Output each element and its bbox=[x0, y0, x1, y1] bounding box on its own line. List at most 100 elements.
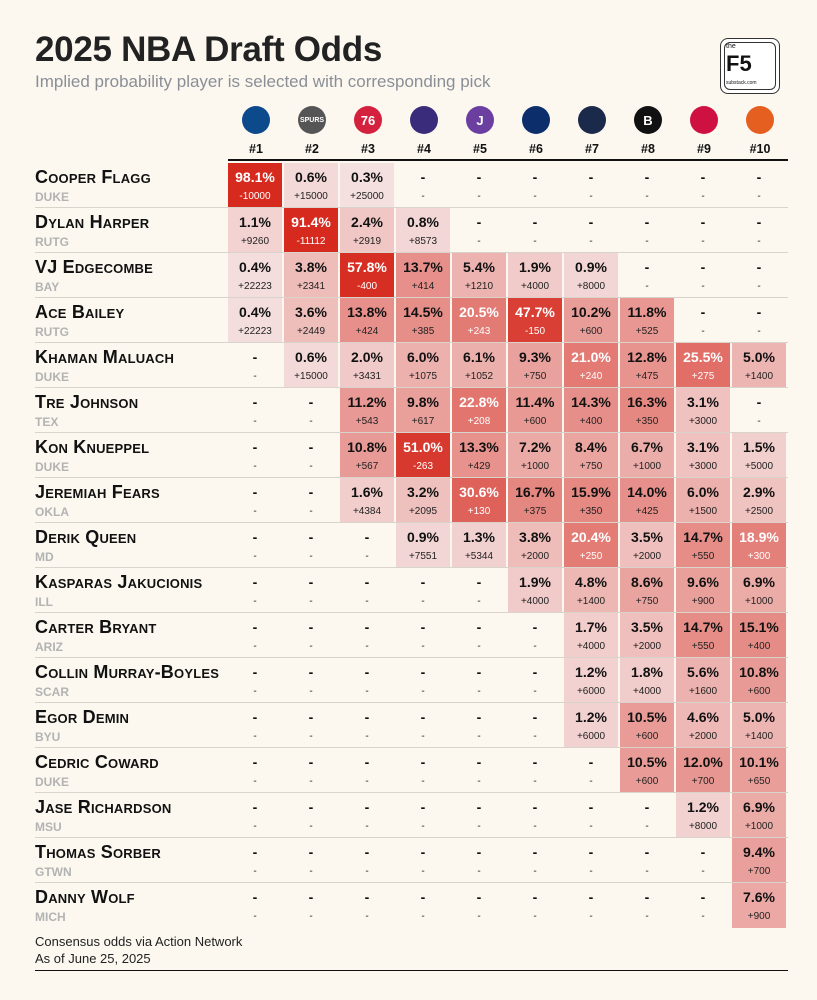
cell-odds: - bbox=[701, 191, 705, 202]
player-name: Cooper Flagg bbox=[35, 167, 151, 187]
cell-odds: - bbox=[365, 686, 369, 697]
cell-odds: - bbox=[253, 416, 257, 427]
odds-cell: 6.7% +1000 bbox=[620, 433, 674, 478]
odds-cell: -- bbox=[452, 208, 506, 253]
odds-cell: -- bbox=[508, 883, 562, 928]
cell-odds: +700 bbox=[691, 776, 715, 787]
odds-cell: -- bbox=[228, 433, 282, 478]
row-separator bbox=[35, 387, 788, 388]
odds-cell: 51.0% -263 bbox=[396, 433, 450, 478]
cell-probability: - bbox=[364, 889, 370, 905]
cell-odds: - bbox=[309, 821, 313, 832]
cell-probability: 3.1% bbox=[687, 394, 719, 410]
player-name: Kasparas Jakucionis bbox=[35, 572, 203, 592]
cell-probability: 3.2% bbox=[407, 484, 439, 500]
odds-cell: -- bbox=[228, 703, 282, 748]
cell-odds: +350 bbox=[579, 506, 603, 517]
cell-odds: - bbox=[421, 596, 425, 607]
cell-probability: - bbox=[420, 799, 426, 815]
cell-odds: +567 bbox=[355, 461, 379, 472]
odds-cell: -- bbox=[508, 163, 562, 208]
cell-odds: - bbox=[533, 191, 537, 202]
odds-cell: -- bbox=[620, 253, 674, 298]
cell-odds: - bbox=[645, 236, 649, 247]
odds-cell: 10.5% +600 bbox=[620, 748, 674, 793]
cell-odds: - bbox=[533, 686, 537, 697]
odds-cell: -- bbox=[620, 838, 674, 883]
odds-cell: -- bbox=[396, 748, 450, 793]
cell-probability: - bbox=[756, 304, 762, 320]
odds-cell: 4.8% +1400 bbox=[564, 568, 618, 613]
cell-odds: - bbox=[309, 776, 313, 787]
cell-probability: - bbox=[588, 169, 594, 185]
odds-cell: -- bbox=[340, 703, 394, 748]
player-school: MSU bbox=[35, 820, 62, 834]
odds-cell: 30.6% +130 bbox=[452, 478, 506, 523]
cell-probability: 25.5% bbox=[683, 349, 723, 365]
cell-odds: - bbox=[309, 641, 313, 652]
cell-probability: 12.8% bbox=[627, 349, 667, 365]
cell-probability: - bbox=[476, 889, 482, 905]
cell-probability: 0.8% bbox=[407, 214, 439, 230]
cell-probability: 15.1% bbox=[739, 619, 779, 635]
cell-probability: - bbox=[644, 799, 650, 815]
cell-probability: 1.7% bbox=[575, 619, 607, 635]
cell-probability: 3.6% bbox=[295, 304, 327, 320]
cell-probability: 9.3% bbox=[519, 349, 551, 365]
odds-cell: -- bbox=[284, 388, 338, 433]
cell-probability: 16.7% bbox=[515, 484, 555, 500]
odds-cell: -- bbox=[340, 838, 394, 883]
cell-odds: +5000 bbox=[744, 461, 774, 472]
odds-cell: 6.9% +1000 bbox=[732, 793, 786, 838]
cell-odds: +9260 bbox=[240, 236, 270, 247]
odds-cell: -- bbox=[676, 838, 730, 883]
odds-cell: 1.9% +4000 bbox=[508, 568, 562, 613]
cell-probability: 2.0% bbox=[351, 349, 383, 365]
odds-cell: -- bbox=[452, 613, 506, 658]
cell-odds: +15000 bbox=[294, 371, 328, 382]
cell-odds: +8573 bbox=[408, 236, 438, 247]
cell-probability: 10.5% bbox=[627, 709, 667, 725]
player-name: Thomas Sorber bbox=[35, 842, 161, 862]
cell-probability: - bbox=[308, 574, 314, 590]
player-school: RUTG bbox=[35, 235, 69, 249]
odds-cell: 98.1% -10000 bbox=[228, 163, 282, 208]
cell-probability: 1.9% bbox=[519, 574, 551, 590]
row-separator bbox=[35, 207, 788, 208]
cell-odds: +600 bbox=[635, 731, 659, 742]
odds-cell: -- bbox=[676, 883, 730, 928]
cell-odds: - bbox=[253, 776, 257, 787]
odds-cell: -- bbox=[396, 163, 450, 208]
cell-probability: - bbox=[476, 214, 482, 230]
spurs-logo-icon: SPURS bbox=[294, 102, 330, 138]
pick-label: #3 bbox=[361, 142, 375, 156]
odds-cell: -- bbox=[676, 208, 730, 253]
odds-cell: -- bbox=[396, 793, 450, 838]
cell-odds: +2000 bbox=[632, 641, 662, 652]
cell-probability: - bbox=[476, 709, 482, 725]
cell-probability: 1.5% bbox=[743, 439, 775, 455]
odds-cell: 8.6% +750 bbox=[620, 568, 674, 613]
cell-odds: +400 bbox=[747, 641, 771, 652]
cell-probability: - bbox=[364, 529, 370, 545]
cell-odds: +1000 bbox=[744, 596, 774, 607]
odds-cell: -- bbox=[564, 208, 618, 253]
page-title: 2025 NBA Draft Odds bbox=[35, 30, 382, 69]
cell-probability: - bbox=[364, 754, 370, 770]
cell-odds: - bbox=[701, 281, 705, 292]
cell-odds: - bbox=[589, 866, 593, 877]
odds-cell: 3.8% +2341 bbox=[284, 253, 338, 298]
logo-mark: F5 bbox=[726, 51, 752, 76]
player-school: GTWN bbox=[35, 865, 72, 879]
cell-probability: 47.7% bbox=[515, 304, 555, 320]
footer-source: Consensus odds via Action Network bbox=[35, 934, 243, 949]
odds-cell: -- bbox=[340, 793, 394, 838]
pelicans-logo-icon bbox=[574, 102, 610, 138]
odds-cell: -- bbox=[564, 883, 618, 928]
odds-cell: -- bbox=[452, 163, 506, 208]
wizards-logo-icon bbox=[518, 102, 554, 138]
cell-probability: 0.9% bbox=[407, 529, 439, 545]
cell-odds: +4000 bbox=[632, 686, 662, 697]
cell-probability: 20.5% bbox=[459, 304, 499, 320]
cell-odds: - bbox=[533, 731, 537, 742]
